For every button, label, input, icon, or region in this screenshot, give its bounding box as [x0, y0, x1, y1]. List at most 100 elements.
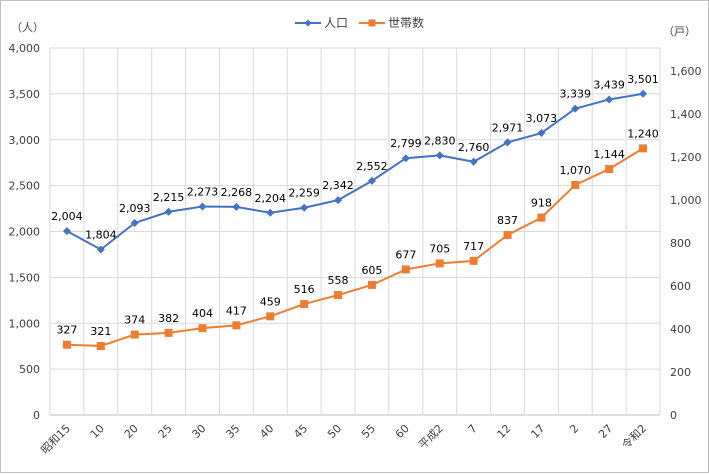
data-point: [503, 138, 512, 147]
data-label: 2,971: [492, 121, 524, 134]
data-point: [571, 104, 580, 113]
data-label: 2,215: [153, 191, 185, 204]
y-tick-left: 0: [33, 409, 40, 422]
y-tick-right: 600: [670, 280, 691, 293]
data-point: [198, 324, 207, 333]
y-tick-left: 1,000: [9, 317, 41, 330]
x-tick-label: 平成2: [416, 422, 446, 452]
data-point: [469, 256, 478, 265]
data-label: 1,070: [560, 164, 592, 177]
data-point: [367, 176, 376, 185]
data-label: 2,760: [458, 141, 490, 154]
legend-marker: [368, 19, 376, 27]
x-tick-label: 令和2: [619, 421, 649, 451]
x-tick-label: 17: [528, 422, 547, 441]
data-label: 327: [56, 324, 77, 337]
data-point: [198, 202, 207, 211]
data-point: [605, 165, 614, 174]
legend-label: 人口: [324, 16, 348, 30]
y-tick-right: 800: [670, 237, 691, 250]
data-label: 3,073: [526, 112, 558, 125]
x-tick-label: 50: [325, 422, 344, 441]
data-point: [401, 154, 410, 163]
data-point: [96, 245, 105, 254]
data-point: [96, 341, 105, 350]
data-point: [300, 203, 309, 212]
data-label: 2,552: [356, 160, 388, 173]
data-label: 417: [226, 304, 247, 317]
legend-marker: [304, 19, 312, 27]
data-point: [300, 300, 309, 309]
data-point: [62, 340, 71, 349]
data-label: 2,830: [424, 134, 456, 147]
y-tick-right: 0: [670, 409, 677, 422]
data-point: [232, 202, 241, 211]
data-label: 918: [531, 197, 552, 210]
data-point: [469, 157, 478, 166]
data-label: 459: [260, 295, 281, 308]
data-point: [401, 265, 410, 274]
data-point: [266, 312, 275, 321]
data-label: 677: [395, 248, 416, 261]
data-label: 717: [463, 240, 484, 253]
data-label: 705: [429, 242, 450, 255]
x-tick-label: 55: [359, 422, 378, 441]
data-point: [435, 151, 444, 160]
y-tick-right: 400: [670, 323, 691, 336]
series-line-1: [66, 147, 644, 347]
y-tick-left: 2,500: [9, 180, 41, 193]
data-label: 558: [328, 274, 349, 287]
data-point: [164, 207, 173, 216]
y-axis-label-right: （戸）: [663, 25, 696, 38]
data-label: 3,439: [593, 78, 625, 91]
x-tick-label: 7: [466, 422, 480, 436]
data-label: 2,799: [390, 137, 422, 150]
y-tick-left: 1,500: [9, 271, 41, 284]
y-tick-right: 1,200: [670, 151, 702, 164]
y-tick-right: 200: [670, 366, 691, 379]
data-point: [334, 196, 343, 205]
data-label: 3,501: [627, 73, 659, 86]
data-label: 1,144: [593, 148, 625, 161]
data-point: [571, 180, 580, 189]
data-point: [334, 291, 343, 300]
x-tick-label: 25: [156, 422, 175, 441]
data-label: 2,273: [187, 185, 219, 198]
data-point: [62, 227, 71, 236]
data-point: [164, 328, 173, 337]
data-label: 516: [294, 283, 315, 296]
data-point: [130, 218, 139, 227]
data-label: 2,004: [51, 210, 83, 223]
data-point: [367, 280, 376, 289]
data-label: 2,093: [119, 202, 151, 215]
data-point: [639, 144, 648, 153]
y-tick-right: 1,000: [670, 194, 702, 207]
x-tick-label: 2: [567, 422, 581, 436]
x-tick-label: 昭和15: [38, 422, 73, 457]
y-tick-left: 3,500: [9, 88, 41, 101]
x-tick-label: 27: [596, 422, 615, 441]
data-point: [537, 213, 546, 222]
x-tick-label: 60: [393, 422, 412, 441]
y-tick-left: 500: [19, 363, 40, 376]
y-axis-label-left: （人）: [11, 21, 44, 34]
data-label: 2,268: [221, 186, 253, 199]
data-label: 2,259: [288, 187, 320, 200]
data-label: 321: [90, 325, 111, 338]
data-label: 3,339: [560, 88, 592, 101]
data-point: [130, 330, 139, 339]
y-tick-left: 2,000: [9, 226, 41, 239]
data-label: 404: [192, 307, 213, 320]
y-tick-right: 1,400: [670, 108, 702, 121]
data-point: [605, 95, 614, 104]
data-label: 2,204: [255, 192, 287, 205]
x-tick-label: 45: [291, 422, 310, 441]
data-label: 374: [124, 314, 145, 327]
data-point: [232, 321, 241, 330]
y-tick-right: 1,600: [670, 65, 702, 78]
data-label: 382: [158, 312, 179, 325]
data-label: 2,342: [322, 179, 354, 192]
y-tick-left: 3,000: [9, 134, 41, 147]
